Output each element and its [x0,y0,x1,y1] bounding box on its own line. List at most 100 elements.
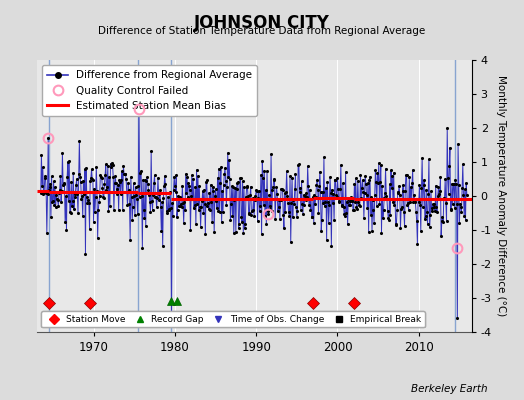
Point [297,207,305,214]
Point [203,202,212,209]
Point [236,175,245,182]
Point [399,182,407,188]
Point [339,180,347,186]
Point [146,199,154,205]
Point [298,200,307,207]
Point [204,206,213,212]
Point [83,200,92,206]
Point [462,180,471,186]
Point [408,180,416,186]
Point [278,187,287,193]
Point [241,221,249,227]
Point [308,214,316,220]
Point [57,199,66,205]
Point [450,181,458,188]
Point [196,224,205,230]
Point [433,209,441,215]
Point [438,218,446,224]
Point [120,171,128,177]
Point [285,213,293,219]
Point [412,218,421,225]
Point [55,190,63,196]
Point [444,174,452,181]
Point [347,198,356,204]
Point [214,208,222,214]
Point [237,214,245,220]
Point [178,204,186,210]
Point [217,164,225,171]
Point [116,179,124,185]
Point [407,184,415,190]
Point [402,172,410,178]
Point [369,207,378,213]
Point [209,188,217,194]
Point [249,195,258,202]
Point [276,216,284,222]
Point [134,183,143,189]
Point [86,178,94,184]
Point [44,134,52,141]
Point [425,156,433,163]
Point [280,225,288,231]
Point [69,198,77,204]
Point [391,196,399,202]
Point [310,192,319,198]
Point [239,230,247,236]
Point [206,207,214,213]
Text: Difference of Station Temperature Data from Regional Average: Difference of Station Temperature Data f… [99,26,425,36]
Point [123,189,131,195]
Point [448,180,456,187]
Point [410,192,418,198]
Point [185,186,194,193]
Point [294,162,302,168]
Point [405,174,413,180]
Point [392,220,400,227]
Point [93,188,101,194]
Point [167,312,176,318]
Point [265,192,273,199]
Point [343,198,351,205]
Point [303,194,311,200]
Point [90,186,99,192]
Point [155,191,163,198]
Point [132,192,140,198]
Point [225,176,234,182]
Point [128,216,136,223]
Point [383,196,391,202]
Point [137,168,145,174]
Point [342,169,350,175]
Point [183,174,191,180]
Point [178,183,187,190]
Point [188,196,196,202]
Point [219,209,227,215]
Point [331,177,339,183]
Point [293,208,302,214]
Point [115,177,124,183]
Point [60,181,69,188]
Point [104,208,113,214]
Point [184,180,193,186]
Point [440,194,448,201]
Point [136,194,144,200]
Point [454,140,462,147]
Point [180,219,188,226]
Point [442,218,451,224]
Point [269,184,277,190]
Point [61,219,69,225]
Point [259,202,268,208]
Point [436,174,445,181]
Point [332,192,340,198]
Point [200,187,208,194]
Point [137,192,146,199]
Point [211,186,220,193]
Point [302,190,311,196]
Point [245,211,253,217]
Point [364,229,373,235]
Point [390,202,399,208]
Point [225,157,233,163]
Point [428,204,436,211]
Point [364,180,372,186]
Point [368,197,377,204]
Point [343,221,352,227]
Point [389,169,398,176]
